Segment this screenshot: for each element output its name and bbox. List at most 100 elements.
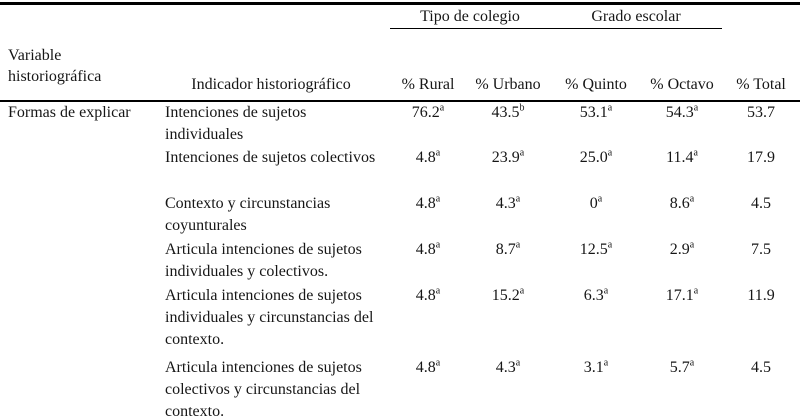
col-header-indicator: Indicador historiográfico: [152, 28, 390, 102]
value: 25.0: [579, 148, 608, 166]
value: 7.5: [751, 240, 772, 258]
cell-quinto: 6.3a: [550, 285, 642, 357]
value: 4.5: [751, 358, 772, 376]
cell-variable: [0, 285, 152, 357]
significance-superscript: a: [515, 357, 521, 369]
significance-superscript: a: [607, 239, 613, 251]
significance-superscript: a: [435, 193, 441, 205]
cell-octavo: 8.6a: [642, 193, 722, 239]
cell-octavo: 2.9a: [642, 239, 722, 285]
value: 4.8: [415, 194, 436, 212]
cell-rural: 4.8a: [390, 239, 466, 285]
significance-superscript: a: [597, 193, 603, 205]
value: 4.3: [495, 358, 516, 376]
table-row: Articula intenciones de sujetos individu…: [0, 285, 800, 357]
cell-quinto: 53.1a: [550, 101, 642, 147]
cell-total: 17.9: [722, 147, 800, 193]
table-row: Intenciones de sujetos colectivos 4.8a 2…: [0, 147, 800, 193]
value: 17.9: [747, 148, 776, 166]
significance-superscript: a: [689, 357, 695, 369]
significance-superscript: a: [435, 239, 441, 251]
value: 12.5: [579, 240, 608, 258]
cell-rural: 4.8a: [390, 193, 466, 239]
cell-total: 4.5: [722, 193, 800, 239]
cell-total: 53.7: [722, 101, 800, 147]
cell-urbano: 4.3a: [466, 193, 550, 239]
significance-superscript: a: [689, 239, 695, 251]
value: 76.2: [411, 103, 440, 121]
cell-indicator: Contexto y circunstancias coyunturales: [165, 194, 331, 234]
value: 11.9: [747, 286, 775, 304]
value: 11.4: [666, 148, 694, 166]
significance-superscript: a: [693, 285, 699, 297]
cell-urbano: 23.9a: [466, 147, 550, 193]
significance-superscript: a: [693, 102, 699, 114]
group-header-tipo-de-colegio: Tipo de colegio: [390, 3, 551, 29]
significance-superscript: a: [515, 193, 521, 205]
value: 53.7: [747, 103, 776, 121]
group-header-grado-escolar: Grado escolar: [550, 3, 723, 29]
col-header-rural: % Rural: [390, 28, 466, 102]
value: 4.3: [495, 194, 516, 212]
value: 5.7: [669, 358, 690, 376]
cell-indicator: Intenciones de sujetos colectivos: [165, 148, 376, 166]
cell-variable: [0, 357, 152, 420]
col-header-variable: Variable historiográfica: [0, 28, 152, 102]
significance-superscript: a: [439, 102, 445, 114]
cell-variable: Formas de explicar: [8, 103, 131, 121]
table-row: Formas de explicar Intenciones de sujeto…: [0, 101, 800, 147]
value: 2.9: [669, 240, 690, 258]
cell-quinto: 12.5a: [550, 239, 642, 285]
significance-superscript: a: [603, 285, 609, 297]
cell-quinto: 3.1a: [550, 357, 642, 420]
cell-quinto: 25.0a: [550, 147, 642, 193]
value: 17.1: [665, 286, 694, 304]
significance-superscript: a: [607, 102, 613, 114]
significance-superscript: a: [515, 239, 521, 251]
significance-superscript: b: [519, 102, 525, 114]
table-row: Articula intenciones de sujetos individu…: [0, 239, 800, 285]
significance-superscript: a: [435, 147, 441, 159]
cell-rural: 4.8a: [390, 357, 466, 420]
cell-indicator: Intenciones de sujetos individuales: [165, 103, 307, 143]
value: 4.8: [415, 148, 436, 166]
significance-superscript: a: [693, 147, 698, 159]
cell-octavo: 17.1a: [642, 285, 722, 357]
significance-superscript: a: [607, 147, 613, 159]
cell-variable: [0, 193, 152, 239]
cell-variable: [0, 147, 152, 193]
value: 0: [589, 194, 598, 212]
significance-superscript: a: [435, 285, 441, 297]
cell-urbano: 43.5b: [466, 101, 550, 147]
cell-octavo: 11.4a: [642, 147, 722, 193]
cell-total: 4.5: [722, 357, 800, 420]
value: 4.8: [415, 240, 436, 258]
value: 6.3: [583, 286, 604, 304]
cell-urbano: 15.2a: [466, 285, 550, 357]
value: 4.8: [415, 358, 436, 376]
value: 53.1: [579, 103, 608, 121]
cell-indicator: Articula intenciones de sujetos individu…: [165, 286, 374, 348]
cell-octavo: 5.7a: [642, 357, 722, 420]
value: 15.2: [491, 286, 520, 304]
col-header-urbano: % Urbano: [466, 28, 551, 102]
cell-variable: [0, 239, 152, 285]
cell-rural: 4.8a: [390, 147, 466, 193]
cell-indicator: Articula intenciones de sujetos individu…: [165, 240, 362, 280]
cell-urbano: 4.3a: [466, 357, 550, 420]
value: 23.9: [491, 148, 520, 166]
value: 43.5: [491, 103, 520, 121]
column-header-row: Variable historiográfica Indicador histo…: [0, 28, 800, 102]
significance-superscript: a: [689, 193, 695, 205]
value: 8.7: [495, 240, 516, 258]
cell-total: 11.9: [722, 285, 800, 357]
cell-quinto: 0a: [550, 193, 642, 239]
cell-rural: 76.2a: [390, 101, 466, 147]
value: 54.3: [665, 103, 694, 121]
col-header-octavo: % Octavo: [642, 28, 723, 102]
cell-octavo: 54.3a: [642, 101, 722, 147]
value: 3.1: [583, 358, 604, 376]
value: 8.6: [669, 194, 690, 212]
